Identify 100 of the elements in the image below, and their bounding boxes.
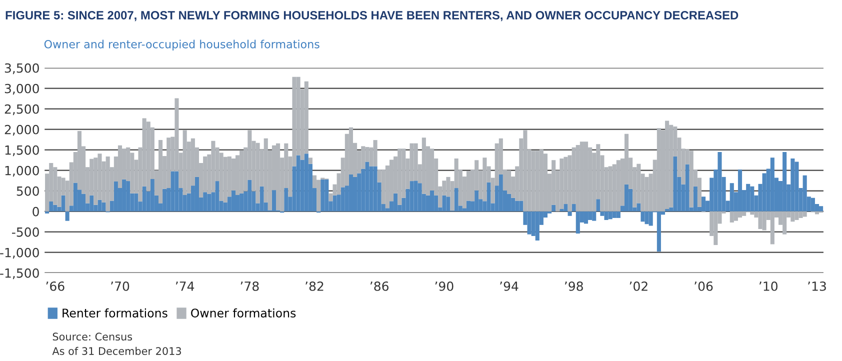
bar bbox=[794, 211, 799, 220]
bar bbox=[77, 131, 82, 190]
bar bbox=[612, 211, 616, 218]
bar bbox=[324, 179, 329, 212]
bar bbox=[669, 124, 674, 208]
bar bbox=[174, 171, 179, 212]
bar bbox=[584, 211, 588, 224]
bar bbox=[98, 200, 102, 212]
y-tick-label: -1,500 bbox=[0, 268, 39, 280]
bar bbox=[656, 128, 661, 212]
x-tick-label: ’82 bbox=[306, 281, 324, 291]
bar bbox=[685, 164, 690, 212]
y-tick-label: -1,000 bbox=[0, 248, 39, 259]
bar bbox=[604, 211, 608, 220]
bar bbox=[568, 211, 572, 216]
x-tick-label: ’94 bbox=[500, 281, 518, 291]
bar bbox=[53, 204, 58, 212]
bar bbox=[162, 188, 167, 212]
bar bbox=[474, 190, 479, 212]
bar bbox=[576, 144, 580, 212]
bar bbox=[608, 166, 612, 212]
bar bbox=[142, 186, 146, 212]
y-tick-label: 0 bbox=[32, 206, 39, 216]
bar bbox=[73, 182, 78, 212]
bar bbox=[665, 208, 670, 212]
x-tick-label: ’86 bbox=[370, 281, 388, 291]
bar bbox=[506, 170, 512, 194]
bar bbox=[49, 202, 54, 212]
bar bbox=[442, 195, 446, 212]
bar bbox=[170, 171, 175, 212]
bar bbox=[398, 148, 402, 205]
bar bbox=[535, 150, 540, 212]
bar bbox=[596, 199, 600, 212]
bar bbox=[106, 156, 110, 212]
bar bbox=[644, 211, 649, 224]
bar bbox=[640, 211, 645, 222]
bar bbox=[588, 211, 592, 220]
bar bbox=[506, 194, 512, 212]
bar bbox=[272, 190, 276, 212]
bar bbox=[592, 211, 596, 221]
bar bbox=[410, 181, 414, 212]
bar bbox=[365, 162, 370, 212]
bar bbox=[584, 142, 588, 212]
bar bbox=[498, 174, 503, 212]
bar bbox=[61, 195, 66, 212]
bar bbox=[146, 122, 150, 192]
bar bbox=[702, 196, 706, 212]
bar bbox=[248, 180, 252, 212]
bar bbox=[394, 193, 398, 212]
bar bbox=[665, 120, 670, 209]
bar bbox=[612, 164, 616, 212]
x-tick-label: ’70 bbox=[111, 281, 130, 291]
bar bbox=[572, 204, 576, 212]
bar bbox=[689, 150, 694, 208]
bar bbox=[182, 130, 187, 195]
bar bbox=[738, 170, 742, 212]
bar bbox=[624, 184, 629, 212]
bar bbox=[446, 196, 450, 212]
bar bbox=[53, 167, 58, 205]
bar bbox=[126, 181, 130, 212]
bar bbox=[616, 160, 620, 212]
bar bbox=[348, 174, 354, 212]
bar bbox=[819, 206, 824, 212]
y-tick-label: 2,000 bbox=[4, 124, 39, 136]
source-note: Source: Census bbox=[52, 332, 132, 341]
bar bbox=[519, 200, 524, 212]
legend-label: Owner formations bbox=[191, 308, 296, 318]
bar bbox=[576, 211, 580, 234]
bar bbox=[430, 190, 434, 212]
bar bbox=[486, 182, 491, 212]
bar bbox=[296, 155, 300, 212]
bar bbox=[150, 179, 154, 212]
bar bbox=[414, 143, 418, 181]
bar bbox=[782, 152, 787, 212]
bar bbox=[608, 211, 612, 220]
bar bbox=[535, 211, 540, 241]
bar bbox=[304, 154, 308, 212]
bar bbox=[515, 200, 520, 212]
bar bbox=[332, 195, 337, 212]
bar bbox=[369, 166, 374, 212]
bar bbox=[600, 211, 604, 216]
bar bbox=[90, 195, 94, 212]
bar bbox=[114, 181, 118, 212]
bar bbox=[231, 190, 236, 212]
y-tick-label: 2,500 bbox=[4, 104, 39, 116]
bar bbox=[539, 149, 544, 212]
bar bbox=[742, 211, 746, 216]
bar bbox=[308, 158, 312, 164]
x-tick-label: ’66 bbox=[46, 281, 64, 291]
y-tick-label: 3,500 bbox=[4, 63, 39, 74]
bar bbox=[564, 204, 568, 212]
bar bbox=[750, 186, 754, 212]
bar bbox=[656, 211, 661, 252]
bar bbox=[758, 211, 762, 230]
bar bbox=[560, 158, 564, 209]
bar bbox=[693, 186, 698, 212]
bar bbox=[730, 183, 734, 212]
bar bbox=[730, 211, 734, 222]
x-tick-label: ’06 bbox=[694, 281, 713, 291]
bar bbox=[770, 211, 774, 244]
